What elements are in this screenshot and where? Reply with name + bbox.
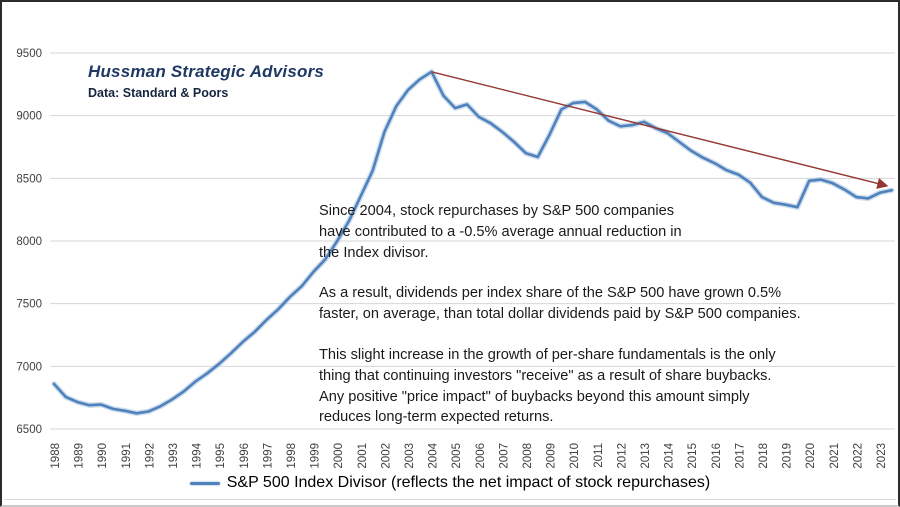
x-tick-label: 2002 (380, 443, 392, 469)
x-tick-label: 2009 (546, 443, 558, 469)
x-tick-label: 2021 (829, 443, 841, 469)
x-tick-label: 2005 (451, 443, 463, 469)
y-tick-label: 7500 (16, 299, 42, 311)
y-tick-label: 9000 (16, 111, 42, 123)
x-tick-label: 2017 (734, 443, 746, 469)
x-tick-label: 2016 (711, 443, 723, 469)
annotation-paragraph-2: As a result, dividends per index share o… (319, 285, 801, 322)
x-tick-label: 2008 (522, 443, 534, 469)
chart-title: Hussman Strategic Advisors (88, 62, 325, 81)
divisor-line (52, 70, 894, 415)
x-tick-label: 1995 (215, 443, 227, 469)
x-tick-label: 2012 (616, 443, 628, 469)
y-tick-label: 9500 (16, 48, 42, 60)
x-tick-label: 1989 (74, 443, 86, 469)
x-tick-label: 2011 (593, 443, 605, 468)
x-tick-label: 2019 (782, 443, 794, 469)
legend-separator-line (4, 499, 896, 500)
x-tick-label: 2007 (498, 443, 510, 469)
chart-legend: S&P 500 Index Divisor (reflects the net … (2, 474, 898, 492)
title-block: Hussman Strategic Advisors Data: Standar… (88, 61, 324, 101)
x-tick-label: 2014 (664, 442, 676, 468)
x-tick-label: 1990 (97, 443, 109, 469)
x-tick-label: 2022 (852, 443, 864, 469)
x-tick-label: 2015 (687, 443, 699, 469)
x-tick-label: 2023 (876, 443, 888, 469)
annotation-paragraph-3: This slight increase in the growth of pe… (319, 347, 776, 426)
y-tick-label: 8000 (16, 236, 42, 248)
legend-label: S&P 500 Index Divisor (reflects the net … (226, 474, 711, 491)
x-tick-label: 2020 (805, 443, 817, 469)
x-tick-label: 2006 (475, 443, 487, 469)
trend-arrow (431, 71, 889, 189)
y-tick-label: 7000 (16, 361, 42, 373)
x-tick-label: 2003 (404, 443, 416, 469)
x-tick-label: 2018 (758, 443, 770, 469)
legend-line-marker (189, 481, 220, 485)
x-tick-label: 1997 (262, 443, 274, 469)
x-tick-label: 2001 (357, 443, 369, 469)
x-tick-label: 2010 (569, 443, 581, 469)
x-tick-label: 1998 (286, 443, 298, 469)
x-tick-label: 1991 (121, 443, 133, 469)
y-tick-label: 6500 (16, 424, 42, 436)
x-tick-label: 1988 (50, 443, 62, 469)
x-tick-label: 1994 (192, 442, 204, 468)
x-tick-label: 2013 (640, 443, 652, 469)
x-tick-label: 2004 (428, 442, 440, 468)
chart-subtitle: Data: Standard & Poors (88, 86, 229, 100)
x-tick-label: 1996 (239, 443, 251, 469)
y-tick-label: 8500 (16, 173, 42, 185)
x-tick-label: 1999 (310, 443, 322, 469)
x-tick-label: 1993 (168, 443, 180, 469)
annotation-paragraph-1: Since 2004, stock repurchases by S&P 500… (319, 203, 682, 261)
x-tick-label: 2000 (333, 443, 345, 469)
x-tick-label: 1992 (144, 443, 156, 469)
